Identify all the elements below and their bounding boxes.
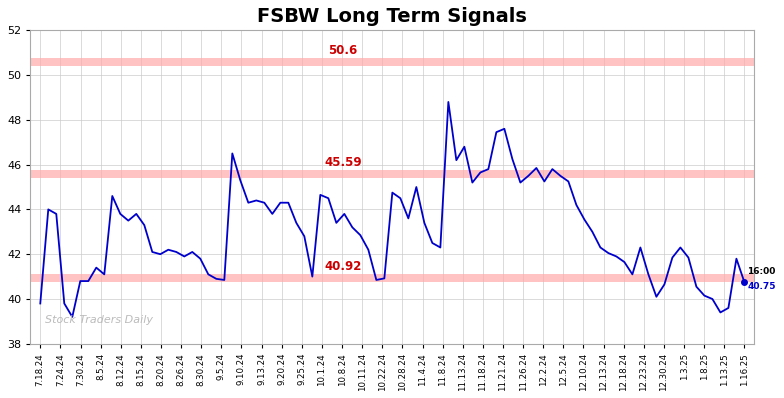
Bar: [31, 170, 754, 178]
Bar: [31, 58, 754, 66]
Text: 16:00: 16:00: [747, 267, 776, 276]
Text: 40.92: 40.92: [325, 260, 361, 273]
Bar: [31, 274, 754, 283]
Text: 50.6: 50.6: [328, 44, 358, 57]
Text: 45.59: 45.59: [325, 156, 362, 169]
Title: FSBW Long Term Signals: FSBW Long Term Signals: [257, 7, 528, 26]
Text: 40.75: 40.75: [747, 282, 776, 291]
Text: Stock Traders Daily: Stock Traders Daily: [45, 315, 153, 325]
